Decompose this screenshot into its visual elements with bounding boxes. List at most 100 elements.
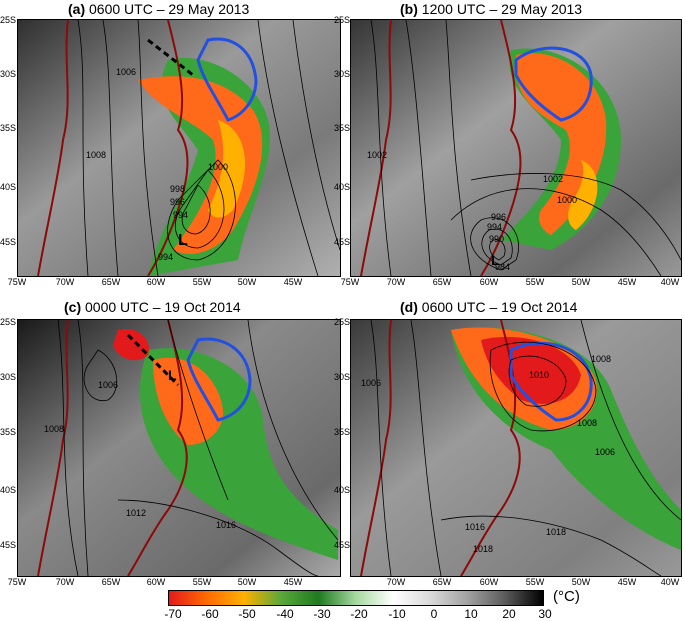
cloud-core-yellow [568,160,598,230]
panel-a-tag: (a) [68,1,86,17]
lat-label: 45S [0,237,16,247]
contour-label: 998 [170,184,185,194]
lon-label: 65W [101,577,121,587]
lat-label: 40S [0,182,16,192]
lat-label: 40S [0,485,16,495]
contour-label: 1000 [208,162,228,172]
colorbar-tick: -30 [313,607,331,621]
colorbar-tick: 20 [502,607,516,621]
contour-label: 996 [170,197,185,207]
contour-label: 1002 [543,174,563,184]
river-basin-outline [514,46,593,122]
contour-label: 984 [495,262,510,272]
lon-label: 50W [571,577,591,587]
contour-label: 990 [489,234,504,244]
cloud-core-yellow [208,120,245,218]
contour-label: 1002 [367,150,387,160]
lat-label: 45S [333,540,350,550]
contour-label: 1016 [216,520,236,530]
river-basin-outline [196,37,258,122]
river-basin-outline [186,337,252,422]
trajectory-dashed-line [126,333,180,387]
panel-a-time: 0600 UTC – 29 May 2013 [89,1,250,17]
cloud-core-red [481,336,581,404]
coastline-east [127,320,188,576]
contour-label: 994 [158,252,173,262]
contour-label: 1006 [595,447,615,457]
lon-label: 55W [525,277,545,287]
lat-label: 45S [333,237,350,247]
coastline-east [480,20,522,276]
panel-b-tag: (b) [400,1,418,17]
contour-label: 1006 [361,378,381,388]
lon-label: 55W [192,577,212,587]
colorbar-unit: (°C) [553,588,580,605]
panel-c-title: (c) 0000 UTC – 19 Oct 2014 [64,299,241,315]
colorbar-tick: -40 [276,607,294,621]
lat-label: 40S [333,485,350,495]
panel-a-title: (a) 0600 UTC – 29 May 2013 [68,1,249,17]
contour-label: 994 [173,210,188,220]
lon-label: 40W [660,277,680,287]
lon-label: 65W [101,277,121,287]
lat-label: 30S [0,69,16,79]
contour-label: 994 [487,222,502,232]
lon-label: 55W [525,577,545,587]
isobars [370,20,681,276]
lat-label: 30S [0,372,16,382]
lon-label: 75W [340,277,360,287]
panel-d-title: (d) 0600 UTC – 19 Oct 2014 [400,299,577,315]
map-panel-c: 1006 1008 1012 1016 L [17,319,341,577]
colorbar-tick: -20 [350,607,368,621]
panel-c-tag: (c) [64,299,82,315]
contour-label: 996 [491,212,506,222]
lon-label: 70W [55,577,75,587]
coastline-east [147,20,189,276]
lat-label: 35S [0,427,16,437]
panel-b-time: 1200 UTC – 29 May 2013 [421,1,583,17]
contour-label: 1006 [98,380,118,390]
contour-label: 1008 [577,418,597,428]
lon-label: 55W [192,277,212,287]
lat-label: 25S [0,317,16,327]
coastline-west [37,320,69,576]
lat-label: 40S [333,182,350,192]
lon-label: 60W [146,277,166,287]
lon-label: 70W [386,277,406,287]
colorbar-tick: 0 [430,607,438,621]
lon-label: 70W [55,277,75,287]
lon-label: 60W [479,277,499,287]
lat-label: 30S [333,69,350,79]
lat-label: 35S [333,427,350,437]
lon-label: 65W [432,577,452,587]
lon-label: 45W [617,277,637,287]
contour-label: 1000 [557,195,577,205]
contour-label: 1008 [591,354,611,364]
coastline-west [360,320,392,576]
lon-label: 50W [571,277,591,287]
colorbar-tick: -60 [201,607,219,621]
lon-label: 45W [617,577,637,587]
lon-label: 60W [146,577,166,587]
low-pressure-symbol: L [491,252,500,268]
isobars [57,320,339,576]
lon-label: 75W [7,577,27,587]
lon-label: 70W [386,577,406,587]
river-basin-outline [509,341,593,422]
lat-label: 45S [0,540,16,550]
contour-label: 1018 [473,544,493,554]
lat-label: 25S [333,317,350,327]
lat-label: 30S [333,372,350,382]
contour-label: 1018 [546,527,566,537]
map-panel-d: 1006 1010 1008 1008 1006 1016 1018 1018 [350,319,682,577]
lon-label: 45W [283,577,303,587]
coastline-west [360,20,392,276]
panel-b-title: (b) 1200 UTC – 29 May 2013 [400,1,582,17]
lat-label: 35S [0,123,16,133]
lon-label: 50W [237,577,257,587]
temperature-colorbar [168,590,544,606]
panel-d-time: 0600 UTC – 19 Oct 2014 [421,299,578,315]
colorbar-tick: -10 [388,607,406,621]
map-panel-b: 1002 1002 1000 996 994 990 984 L [350,19,682,277]
lat-label: 25S [0,15,16,25]
